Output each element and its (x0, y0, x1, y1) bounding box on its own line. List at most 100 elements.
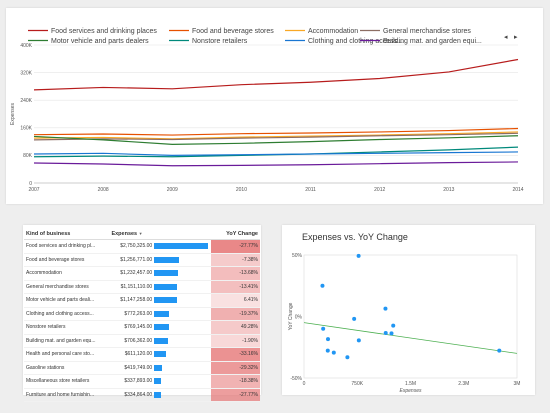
cell-expenses-bar (154, 388, 212, 402)
x-tick-label: 2010 (236, 187, 247, 193)
series-line (33, 151, 519, 157)
chevron-left-icon: ◂ (504, 34, 508, 41)
cell-expenses-bar (154, 266, 212, 281)
cell-expenses-bar (154, 347, 212, 362)
x-tick-label: 1.5M (405, 381, 416, 387)
x-tick-label: 2.3M (458, 381, 469, 387)
scatter-point[interactable] (383, 306, 388, 311)
cell-expenses: $334,864.00 (109, 388, 155, 402)
scatter-point[interactable] (325, 337, 330, 342)
scatter-point[interactable] (345, 355, 350, 360)
y-tick-label: 320K (20, 70, 32, 76)
cell-expenses-bar (154, 293, 212, 308)
table-row[interactable]: Motor vehicle and parts deali... $1,147,2… (24, 293, 260, 308)
x-tick-label: 3M (514, 381, 521, 387)
y-tick-label: 160K (20, 126, 32, 132)
scatter-point[interactable] (389, 331, 394, 336)
table-row[interactable]: Building mat. and garden equ... $706,362.… (24, 334, 260, 348)
scatter-point[interactable] (321, 326, 326, 331)
scatter-point[interactable] (320, 283, 325, 288)
table-body: Food services and drinking pl... $2,750,3… (24, 239, 260, 402)
scatter-point[interactable] (325, 348, 330, 353)
cell-expenses-bar (154, 280, 212, 294)
y-axis-title: YoY Change (288, 302, 294, 330)
plot-frame (303, 254, 518, 379)
cell-yoy: 6.41% (211, 293, 260, 308)
cell-kind: Furniture and home furnishin... (24, 388, 110, 402)
expenses-bar (154, 364, 163, 371)
legend-item-label: Accommodation (308, 28, 358, 35)
x-tick-label: 2014 (512, 187, 523, 193)
cell-kind: Nonstore retailers (24, 320, 110, 335)
cell-kind: Miscellaneous store retailers (24, 374, 110, 389)
cell-kind: Food and beverage stores (24, 253, 110, 267)
column-header-kind[interactable]: Kind of business (24, 228, 110, 240)
legend-item-label: Food and beverage stores (192, 28, 274, 35)
table-row[interactable]: Accommodation $1,232,457.00 -13.68% (24, 266, 260, 281)
series-line (33, 131, 519, 140)
table-row[interactable]: Furniture and home furnishin... $334,864.… (24, 388, 260, 402)
table-row[interactable]: Food services and drinking pl... $2,750,3… (24, 239, 260, 254)
table-row[interactable]: Health and personal care sto... $611,120.… (24, 347, 260, 362)
expenses-bar (154, 310, 170, 317)
cell-yoy: -7.38% (211, 253, 260, 267)
scatter-title: Expenses vs. YoY Change (302, 232, 408, 242)
x-tick-label: 2013 (443, 187, 454, 193)
scatter-point[interactable] (352, 316, 357, 321)
y-tick-label: 240K (20, 98, 32, 104)
cell-kind: Motor vehicle and parts deali... (24, 293, 110, 308)
cell-expenses: $1,151,110.00 (109, 280, 155, 294)
series-line (33, 132, 519, 141)
scatter-point[interactable] (356, 338, 361, 343)
series-line (33, 161, 519, 167)
cell-yoy: -19.37% (211, 307, 260, 321)
table-row[interactable]: Miscellaneous store retailers $337,893.00… (24, 374, 260, 389)
table-row[interactable]: Nonstore retailers $769,145.00 49.28% (24, 320, 260, 335)
scatter-point[interactable] (391, 323, 396, 328)
scatter-point[interactable] (497, 348, 502, 353)
x-tick-label: 2011 (305, 187, 316, 193)
x-axis-title: Expenses (400, 388, 422, 394)
cell-kind: Accommodation (24, 266, 110, 281)
column-header-yoy[interactable]: YoY Change (211, 228, 260, 240)
expenses-line-chart: Food services and drinking places Food an… (10, 28, 524, 193)
sort-desc-icon: ▼ (138, 230, 143, 236)
legend-item-label: Motor vehicle and parts dealers (51, 38, 149, 45)
cell-expenses-bar (154, 307, 212, 321)
expenses-bar (154, 256, 179, 263)
column-header-expenses-label: Expenses (111, 230, 138, 237)
cell-expenses: $419,749.00 (109, 361, 155, 375)
table-row[interactable]: Food and beverage stores $1,256,771.00 -7.… (24, 253, 260, 267)
cell-expenses: $706,362.00 (109, 334, 155, 348)
y-axis-title: Expenses (10, 103, 16, 125)
cell-yoy: -29.32% (211, 361, 260, 375)
scatter-point[interactable] (331, 350, 336, 355)
cell-expenses: $769,145.00 (109, 320, 155, 335)
scatter-point[interactable] (356, 253, 361, 258)
expenses-bar (154, 391, 161, 398)
cell-expenses: $1,147,258.00 (109, 293, 155, 308)
cell-expenses: $1,256,771.00 (109, 253, 155, 267)
line-chart-card: Food services and drinking places Food an… (6, 8, 543, 204)
cell-expenses-bar (154, 253, 212, 267)
table-row[interactable]: General merchandise stores $1,151,110.00 -… (24, 280, 260, 294)
legend-item-label: Nonstore retailers (192, 38, 248, 45)
x-tick-label: 0 (303, 381, 306, 387)
cell-yoy: -1.90% (211, 334, 260, 348)
cell-expenses-bar (154, 239, 212, 254)
expenses-vs-yoy-scatter: -50% 0% 50% 0 750K 1.5M 2.3M 3M Expenses YoY Chan… (288, 253, 521, 394)
cell-kind: Clothing and clothing access... (24, 307, 110, 321)
scatter-point[interactable] (383, 330, 388, 335)
expenses-bar (154, 297, 177, 304)
cell-expenses: $611,120.00 (109, 347, 155, 362)
column-header-expenses[interactable]: Expenses ▼ (109, 228, 212, 240)
column-header-yoy-label: YoY Change (226, 230, 258, 237)
y-tick-label: 0 (29, 181, 32, 187)
table-row[interactable]: Clothing and clothing access... $772,263.… (24, 307, 260, 321)
x-tick-label: 2009 (167, 187, 178, 193)
business-table: Kind of business Expenses ▼ YoY Change F… (24, 228, 260, 402)
table-row[interactable]: Gasoline stations $419,749.00 -29.32% (24, 361, 260, 375)
x-tick-label: 2012 (374, 187, 385, 193)
y-tick-label: 400K (20, 43, 32, 49)
cell-yoy: -27.77% (211, 239, 260, 254)
